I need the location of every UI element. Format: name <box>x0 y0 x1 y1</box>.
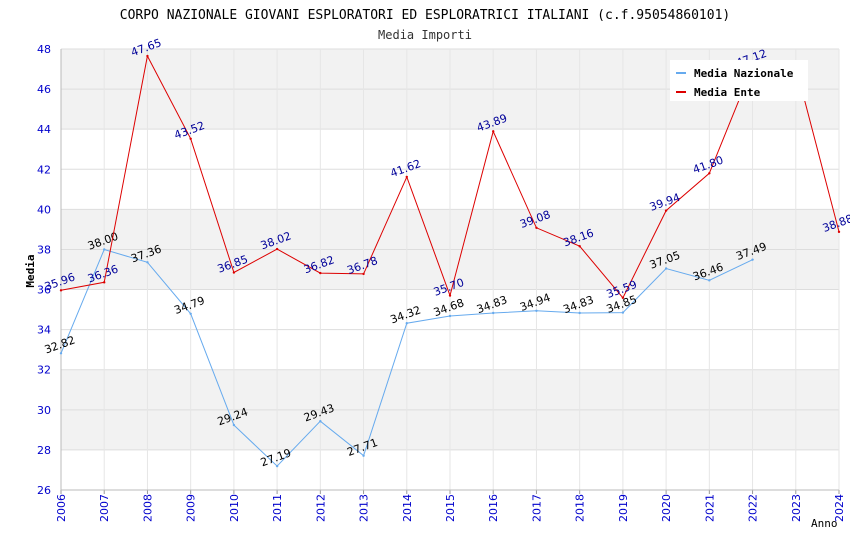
y-tick-label: 28 <box>37 444 51 457</box>
x-tick-label: 2023 <box>790 494 803 522</box>
legend-label: Media Ente <box>694 86 761 99</box>
y-tick-label: 42 <box>37 163 51 176</box>
data-point <box>362 454 365 457</box>
y-tick-label: 48 <box>37 43 51 56</box>
chart-subtitle: Media Importi <box>378 28 472 42</box>
x-tick-label: 2022 <box>747 494 760 522</box>
data-point <box>103 248 106 251</box>
data-point <box>405 322 408 325</box>
data-point <box>275 464 279 468</box>
data-point <box>492 130 495 133</box>
data-point <box>275 247 279 251</box>
data-point <box>751 258 754 261</box>
legend: Media Nazionale Media Ente <box>670 60 808 101</box>
data-point <box>708 279 711 282</box>
x-tick-label: 2014 <box>401 494 414 522</box>
data-point <box>578 245 581 248</box>
y-tick-label: 32 <box>37 364 51 377</box>
y-tick-label: 44 <box>37 123 51 136</box>
x-tick-label: 2010 <box>228 494 241 522</box>
data-point <box>146 54 149 58</box>
data-point <box>621 296 625 299</box>
y-tick-label: 46 <box>37 83 51 96</box>
data-point <box>578 311 581 315</box>
x-tick-label: 2021 <box>703 494 716 522</box>
data-point <box>189 137 192 141</box>
x-tick-label: 2024 <box>833 494 846 522</box>
x-tick-label: 2016 <box>487 494 500 522</box>
data-point <box>535 309 538 312</box>
x-tick-label: 2019 <box>617 494 630 522</box>
x-tick-label: 2018 <box>574 494 587 522</box>
data-point <box>232 423 236 427</box>
data-point <box>189 312 192 316</box>
data-point <box>319 420 322 423</box>
data-point <box>621 311 625 314</box>
data-point <box>535 226 538 230</box>
y-axis-label: Media <box>24 254 37 287</box>
data-point <box>59 289 63 292</box>
y-tick-label: 36 <box>37 284 51 297</box>
data-point <box>59 352 63 355</box>
x-tick-label: 2020 <box>660 494 673 522</box>
data-point <box>837 230 841 234</box>
x-axis-label: Anno <box>811 517 838 530</box>
legend-label: Media Nazionale <box>694 67 794 80</box>
x-tick-label: 2015 <box>444 494 457 522</box>
data-point <box>103 281 106 284</box>
y-tick-label: 34 <box>37 324 51 337</box>
data-point <box>146 261 149 264</box>
data-point <box>708 172 711 175</box>
x-tick-label: 2006 <box>55 494 68 522</box>
data-point <box>448 314 452 318</box>
data-point <box>664 267 668 270</box>
x-tick-label: 2012 <box>314 494 327 522</box>
data-point <box>448 294 452 297</box>
y-tick-label: 38 <box>37 243 51 256</box>
y-tick-label: 26 <box>37 484 51 497</box>
y-tick-label: 40 <box>37 203 51 216</box>
axes: 26 28 30 32 34 36 38 40 42 44 46 48 2006 2007 2008 2009… <box>37 43 846 522</box>
data-point <box>319 271 322 275</box>
data-point <box>232 271 236 274</box>
data-point <box>492 311 495 315</box>
data-point <box>362 272 365 276</box>
x-tick-label: 2008 <box>141 494 154 522</box>
x-tick-label: 2017 <box>530 494 543 522</box>
x-tick-label: 2007 <box>98 494 111 522</box>
x-tick-label: 2013 <box>358 494 371 522</box>
data-point <box>664 209 668 212</box>
chart-title: CORPO NAZIONALE GIOVANI ESPLORATORI ED E… <box>120 8 730 23</box>
legend-background <box>670 60 808 101</box>
y-tick-label: 30 <box>37 404 51 417</box>
x-tick-label: 2011 <box>271 494 284 522</box>
x-tick-label: 2009 <box>185 494 198 522</box>
data-point <box>405 175 408 179</box>
